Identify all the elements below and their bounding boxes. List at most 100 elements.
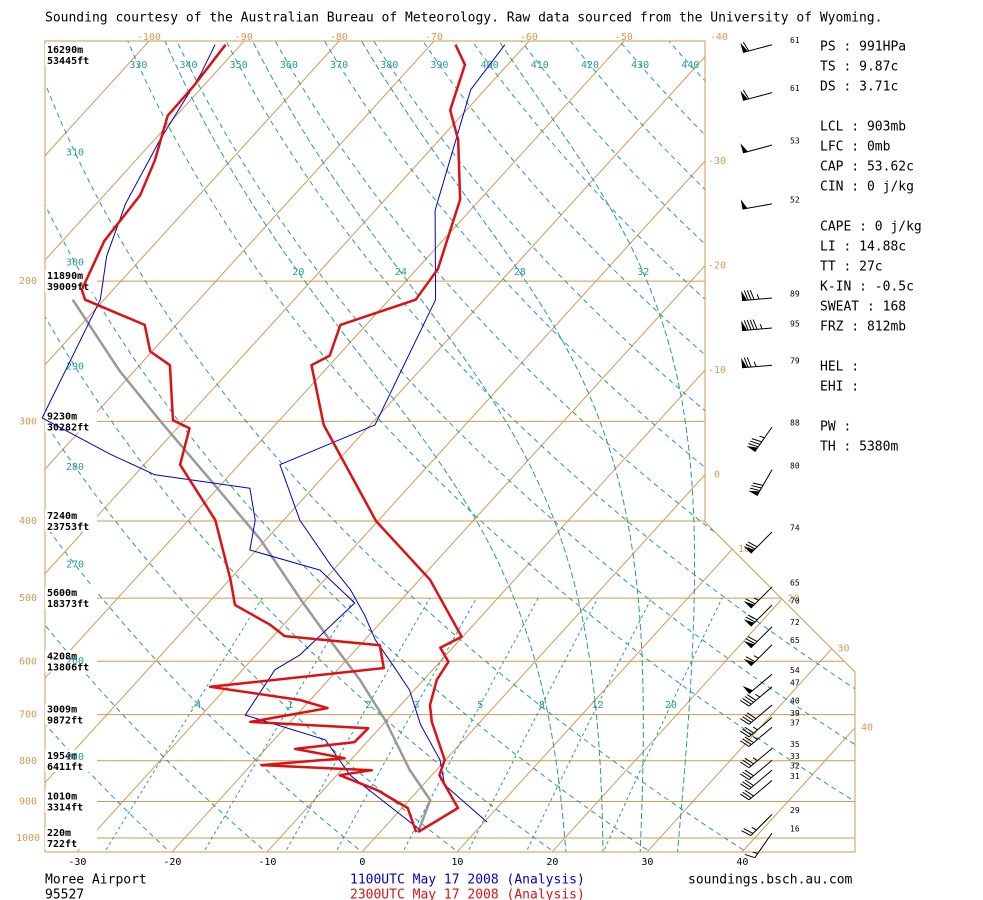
dry-adiabat-label: 290 [66, 362, 84, 373]
barb-full [749, 440, 761, 445]
right-x-tick-label: 10 [738, 544, 750, 555]
barb-full [742, 771, 752, 779]
mixing-ratio-label: 3 [413, 700, 419, 711]
barb-staff [742, 92, 773, 101]
barb-full [741, 830, 752, 837]
x-tick-label: -30 [68, 857, 86, 868]
index-text: LCL : 903mb [820, 120, 906, 135]
barb-full [749, 487, 761, 492]
wind-speed-label: 72 [790, 618, 800, 627]
barb-staff [748, 726, 773, 747]
isotherm [552, 41, 855, 852]
index-text: LFC : 0mb [820, 140, 891, 155]
height-label-bg [45, 790, 97, 813]
wind-barb [740, 717, 773, 738]
height-label-bg [45, 703, 97, 726]
height-label-bg [45, 827, 97, 849]
barb-full [742, 41, 750, 52]
right-x-tick-label: 30 [837, 644, 849, 655]
isotherm [45, 41, 245, 852]
barb-full [740, 761, 750, 769]
barb-flag [743, 658, 755, 666]
wind-speed-label: 95 [790, 319, 800, 328]
barb-staff [748, 704, 773, 725]
wind-barb [740, 686, 773, 707]
moist-adiabat-label: 20 [292, 267, 304, 278]
barb-flag [741, 357, 748, 368]
dry-adiabat [45, 41, 463, 852]
parcel-path [71, 299, 432, 833]
top-x-tick-label: -100 [137, 32, 161, 43]
wind-speed-label: 89 [790, 290, 800, 299]
barb-half [756, 294, 760, 300]
height-m: 220m [47, 828, 71, 839]
isotherm [647, 41, 855, 852]
height-m: 3009m [47, 705, 77, 716]
top-x-tick-label: -90 [235, 32, 253, 43]
barb-half [753, 597, 759, 601]
barb-full [743, 828, 754, 834]
barb-staff [742, 203, 773, 210]
wind-barb [746, 426, 773, 453]
barb-full [743, 290, 749, 301]
right-x-tick-label: -30 [708, 156, 726, 167]
barb-full [742, 728, 752, 736]
barb-staff [748, 673, 773, 694]
wind-barb [740, 769, 773, 790]
legend-entry: 2300UTC May 17 2008 (Analysis) [350, 888, 585, 900]
dry-adiabat [127, 41, 855, 852]
height-m: 1954m [47, 751, 77, 762]
isotherm [45, 41, 625, 852]
barb-full [744, 736, 754, 744]
dry-adiabat-label: 440 [681, 60, 699, 71]
wind-speed-label: 32 [790, 762, 800, 771]
barb-staff [750, 586, 773, 609]
mixing-ratio-line [102, 597, 263, 852]
height-ft: 39009ft [47, 282, 89, 293]
isotherm [45, 41, 720, 852]
mixing-ratio-line [400, 597, 539, 852]
barb-full [742, 698, 752, 705]
index-text: CAP : 53.62c [820, 160, 914, 175]
isotherm [267, 41, 855, 852]
index-text: TS : 9.87c [820, 60, 898, 75]
barb-full [745, 638, 756, 645]
barb-full [744, 789, 754, 797]
barb-flag [742, 685, 753, 694]
index-text: PW : [820, 420, 851, 435]
wind-barb [743, 604, 773, 627]
barb-staff [748, 748, 773, 769]
dry-adiabat-label: 410 [531, 60, 549, 71]
top-x-tick-label: -50 [615, 32, 633, 43]
mixing-ratio-line [333, 597, 477, 852]
wind-speed-label: 88 [790, 419, 800, 428]
height-ft: 13806ft [47, 662, 89, 673]
barb-full [742, 89, 750, 100]
wind-barb [740, 759, 773, 781]
isotherm [45, 41, 435, 852]
mixing-ratio-label: 5 [477, 700, 483, 711]
height-label-bg [45, 44, 97, 66]
barb-flag [743, 601, 755, 609]
mixing-ratio-label: 8 [539, 700, 545, 711]
dry-adiabat-label: 260 [66, 656, 84, 667]
barb-half [752, 757, 758, 762]
height-m: 4208m [47, 651, 77, 662]
y-tick-label: 500 [19, 593, 37, 604]
dry-adiabat-label: 270 [66, 560, 84, 571]
barb-full [740, 773, 750, 781]
wind-speed-label: 79 [790, 357, 800, 366]
plot-frame [44, 40, 856, 853]
dry-adiabat-label: 280 [66, 462, 84, 473]
wind-barb [742, 673, 773, 694]
station-id: 95527 [45, 888, 84, 900]
barb-full [745, 656, 756, 663]
wind-barb [740, 704, 773, 725]
wind-barb [743, 644, 773, 667]
wind-speed-label: 47 [790, 678, 800, 687]
barb-full [740, 783, 750, 790]
wind-speed-label: 80 [790, 461, 800, 470]
isotherm [45, 41, 530, 852]
dry-adiabat [176, 41, 855, 852]
